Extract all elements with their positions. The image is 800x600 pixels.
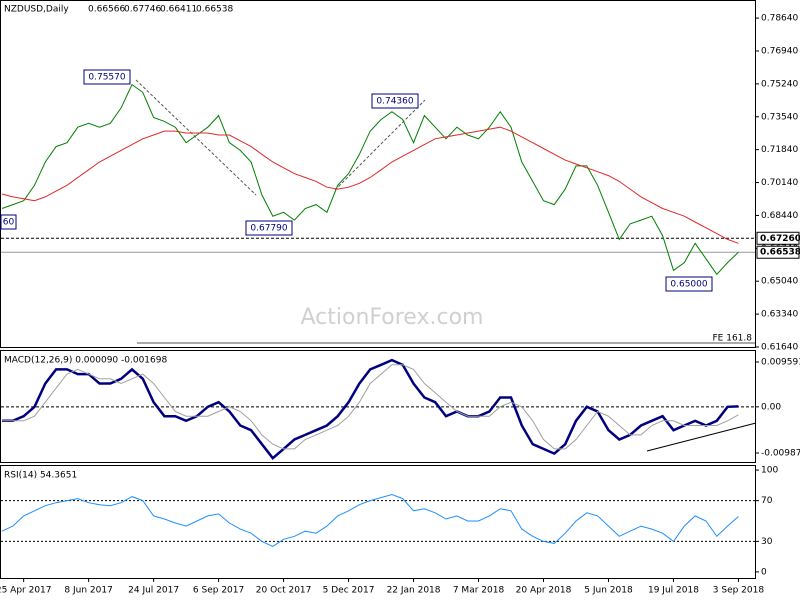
panel-title: RSI(14) 54.3651 [4, 471, 77, 481]
annotation: 0.67790 [250, 224, 287, 234]
y-tick-label: 0.78640 [761, 14, 798, 24]
x-tick-label: 20 Apr 2018 [516, 586, 572, 596]
x-tick-label: 19 Jul 2018 [648, 586, 699, 596]
level-label: 0.66538 [760, 248, 800, 258]
annotation: 60 [3, 218, 15, 228]
level-box [756, 245, 800, 259]
annotation: 0.65000 [670, 280, 707, 290]
rsi-panel [0, 465, 756, 579]
trend-line [646, 422, 757, 452]
x-tick-label: 25 Apr 2017 [0, 586, 51, 596]
y-tick-label: 0.63340 [761, 310, 798, 320]
annotation: 0.75570 [88, 73, 125, 83]
y-tick-label: 100 [761, 466, 778, 476]
y-tick-label: 0.68440 [761, 211, 798, 221]
x-tick-label: 8 Jun 2017 [64, 586, 112, 596]
x-tick-label: 6 Sep 2017 [193, 586, 244, 596]
y-tick-label: 0.009591 [761, 358, 800, 368]
ohlc: 0.67746 [124, 5, 161, 15]
series-line [2, 364, 739, 450]
panel-title: MACD(12,26,9) 0.000090 -0.001698 [4, 356, 167, 366]
x-tick-label: 22 Jan 2018 [387, 586, 441, 596]
y-tick-label: 0.76940 [761, 46, 798, 56]
y-tick-label: 0.75240 [761, 79, 798, 89]
annotation: 0.74360 [376, 97, 413, 107]
annotation: FE 161.8 [713, 334, 753, 344]
x-tick-label: 5 Jun 2018 [584, 586, 633, 596]
y-tick-label: 0 [761, 567, 767, 577]
y-tick-label: 0.61640 [761, 343, 798, 353]
annotation-box [371, 93, 419, 109]
y-tick-label: 0.73540 [761, 112, 798, 122]
ohlc: 0.66538 [196, 5, 233, 15]
x-tick-label: 3 Sep 2018 [713, 586, 765, 596]
y-tick-label: 0.70140 [761, 178, 798, 188]
y-tick-label: -0.009879 [761, 448, 800, 458]
y-tick-label: 70 [761, 496, 773, 506]
price-panel [0, 0, 756, 348]
series-line [1, 83, 739, 276]
y-tick-label: 30 [761, 537, 773, 547]
level-label: 0.67260 [760, 234, 800, 244]
x-tick-label: 7 Mar 2018 [453, 586, 505, 596]
series-line [1, 126, 739, 244]
fib-line [334, 99, 426, 191]
annotation-box [83, 69, 131, 85]
y-tick-label: 0.65040 [761, 277, 798, 287]
x-tick-label: 24 Jul 2017 [128, 586, 179, 596]
series-line [1, 493, 739, 547]
x-tick-label: 5 Dec 2017 [323, 586, 375, 596]
y-tick-label: 0.71840 [761, 145, 798, 155]
fib-line [135, 79, 257, 196]
annotation-box [665, 276, 713, 292]
ohlc: 0.66566 [88, 5, 125, 15]
series-line [2, 358, 739, 461]
level-box [756, 231, 800, 245]
chart-title: NZDUSD,Daily [4, 5, 69, 15]
x-tick-label: 20 Oct 2017 [256, 586, 312, 596]
annotation-box [245, 220, 293, 236]
y-tick-label: 0.00 [761, 402, 781, 412]
watermark: ActionForex.com [301, 305, 484, 330]
ohlc: 0.66411 [160, 5, 197, 15]
annotation-box [0, 214, 17, 230]
